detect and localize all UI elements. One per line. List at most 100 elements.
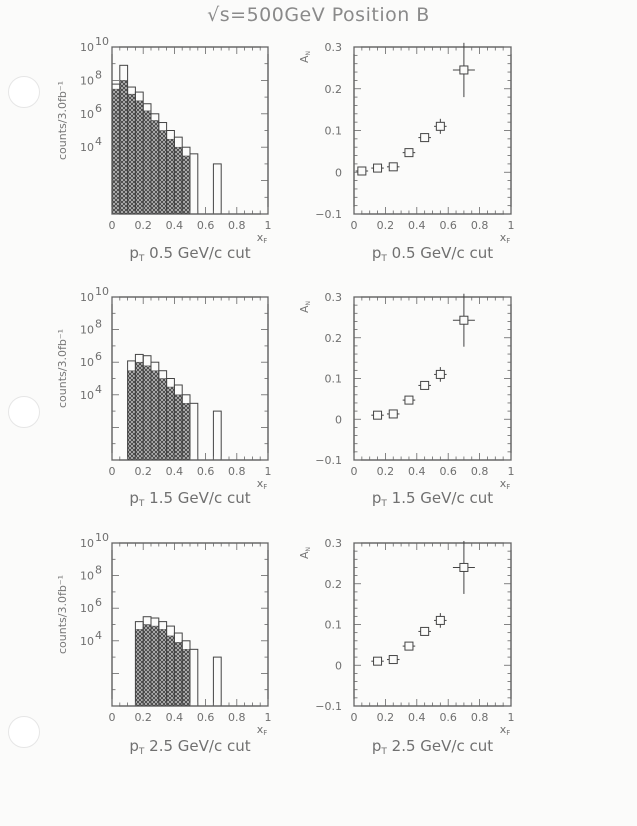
data-point: [402, 641, 416, 651]
y-tick-exponent: 4: [95, 383, 102, 396]
y-tick-label: 10: [80, 291, 94, 304]
point-marker: [435, 121, 445, 131]
x-tick-label: 0.6: [439, 219, 457, 232]
point-marker: [435, 615, 445, 625]
point-marker: [373, 656, 383, 666]
x-axis-label: xF: [257, 723, 268, 737]
data-point: [402, 395, 416, 405]
x-tick-label: 1: [265, 711, 272, 724]
y-tick-exponent: 8: [95, 564, 102, 577]
hatched-bar: [166, 635, 175, 707]
x-tick-label: 0.4: [166, 711, 184, 724]
x-tick-label: 1: [508, 465, 515, 478]
hatched-bar: [166, 386, 175, 461]
plot-frame: [353, 542, 512, 707]
panel-caption: pT 2.5 GeV/c cut: [372, 737, 493, 757]
data-point: [355, 166, 369, 176]
y-tick-exponent: 6: [95, 350, 102, 363]
point-marker: [388, 162, 398, 172]
x-axis-label: xF: [500, 723, 511, 737]
y-tick-exponent: 10: [95, 285, 109, 298]
hatched-bar: [174, 394, 183, 461]
y-tick-exponent: 4: [95, 629, 102, 642]
data-point: [452, 42, 475, 98]
y-tick-label: 10: [80, 324, 94, 337]
panel-caption: pT 1.5 GeV/c cut: [372, 489, 493, 509]
y-tick-label: 0.2: [325, 83, 343, 96]
y-tick-label: −0.1: [315, 700, 342, 713]
point-marker: [373, 410, 383, 420]
histogram-bar: [212, 410, 222, 461]
y-tick-label: 10: [80, 570, 94, 583]
data-point: [434, 118, 447, 134]
hatched-bar: [158, 130, 167, 215]
hatched-bar: [181, 649, 191, 707]
hatched-bar: [174, 642, 183, 707]
point-marker: [420, 133, 430, 143]
x-tick-label: 0.6: [197, 219, 215, 232]
x-tick-label: 0: [109, 219, 116, 232]
x-tick-label: 0: [109, 711, 116, 724]
asymmetry-panel: 0.3 0.2 0.1 0 −0.1 AN 0 0.2 0.4 0.6 0.8 1xF pT 2.5 G…: [298, 537, 515, 757]
y-tick-exponent: 8: [95, 318, 102, 331]
x-tick-label: 0.2: [134, 219, 152, 232]
hatched-bar: [142, 110, 152, 215]
y-axis-label: counts/3.0fb⁻¹: [56, 81, 69, 160]
data-point: [371, 163, 384, 173]
y-tick-label: 0.3: [325, 291, 343, 304]
hatched-bar: [158, 629, 167, 707]
x-tick-label: 0.2: [134, 711, 152, 724]
x-axis-label: xF: [500, 231, 511, 245]
histogram-bar: [189, 402, 199, 461]
x-tick-label: 1: [508, 711, 515, 724]
hatched-bar: [150, 625, 160, 707]
hatched-bar: [142, 365, 152, 461]
panel-caption: pT 1.5 GeV/c cut: [129, 489, 250, 509]
data-point: [434, 367, 447, 382]
x-tick-label: 0: [351, 711, 358, 724]
x-tick-label: 0.4: [408, 219, 426, 232]
y-tick-label: 0.3: [325, 41, 343, 54]
y-tick-exponent: 10: [95, 531, 109, 544]
y-tick-label: 10: [80, 74, 94, 87]
y-tick-label: 10: [80, 537, 94, 550]
x-tick-label: 0.8: [471, 465, 489, 478]
y-tick-exponent: 10: [95, 35, 109, 48]
y-tick-exponent: 4: [95, 135, 102, 148]
asymmetry-panel: 0.3 0.2 0.1 0 −0.1 AN 0 0.2 0.4 0.6 0.8 1xF pT 0.5 G…: [298, 41, 515, 264]
y-tick-label: −0.1: [315, 208, 342, 221]
data-point: [452, 540, 475, 594]
x-tick-label: 1: [265, 465, 272, 478]
punch-hole-bottom: [8, 716, 40, 748]
data-point: [452, 293, 475, 347]
hatched-bar: [111, 88, 121, 215]
histogram-bar: [212, 163, 222, 215]
x-tick-label: 0.4: [408, 465, 426, 478]
histogram-bar: [212, 656, 222, 707]
x-tick-label: 0.8: [228, 711, 246, 724]
x-axis-label: xF: [500, 477, 511, 491]
panel-caption: pT 0.5 GeV/c cut: [129, 244, 250, 264]
data-point: [418, 133, 431, 143]
x-tick-label: 0.8: [471, 219, 489, 232]
point-marker: [459, 562, 469, 572]
y-tick-label: 10: [80, 356, 94, 369]
point-marker: [420, 626, 430, 636]
data-point: [386, 409, 400, 419]
x-tick-label: 0.4: [166, 219, 184, 232]
y-axis-label: AN: [298, 51, 312, 63]
x-tick-label: 0.6: [439, 465, 457, 478]
y-tick-label: 0: [335, 413, 342, 426]
hatched-bar: [181, 403, 191, 461]
data-point: [386, 162, 400, 172]
x-tick-label: 0.6: [197, 711, 215, 724]
point-marker: [357, 166, 367, 176]
point-marker: [373, 163, 383, 173]
hatched-bar: [127, 93, 136, 215]
y-axis-label: AN: [298, 301, 312, 313]
y-tick-label: 0: [335, 166, 342, 179]
hatched-bar: [181, 155, 191, 215]
